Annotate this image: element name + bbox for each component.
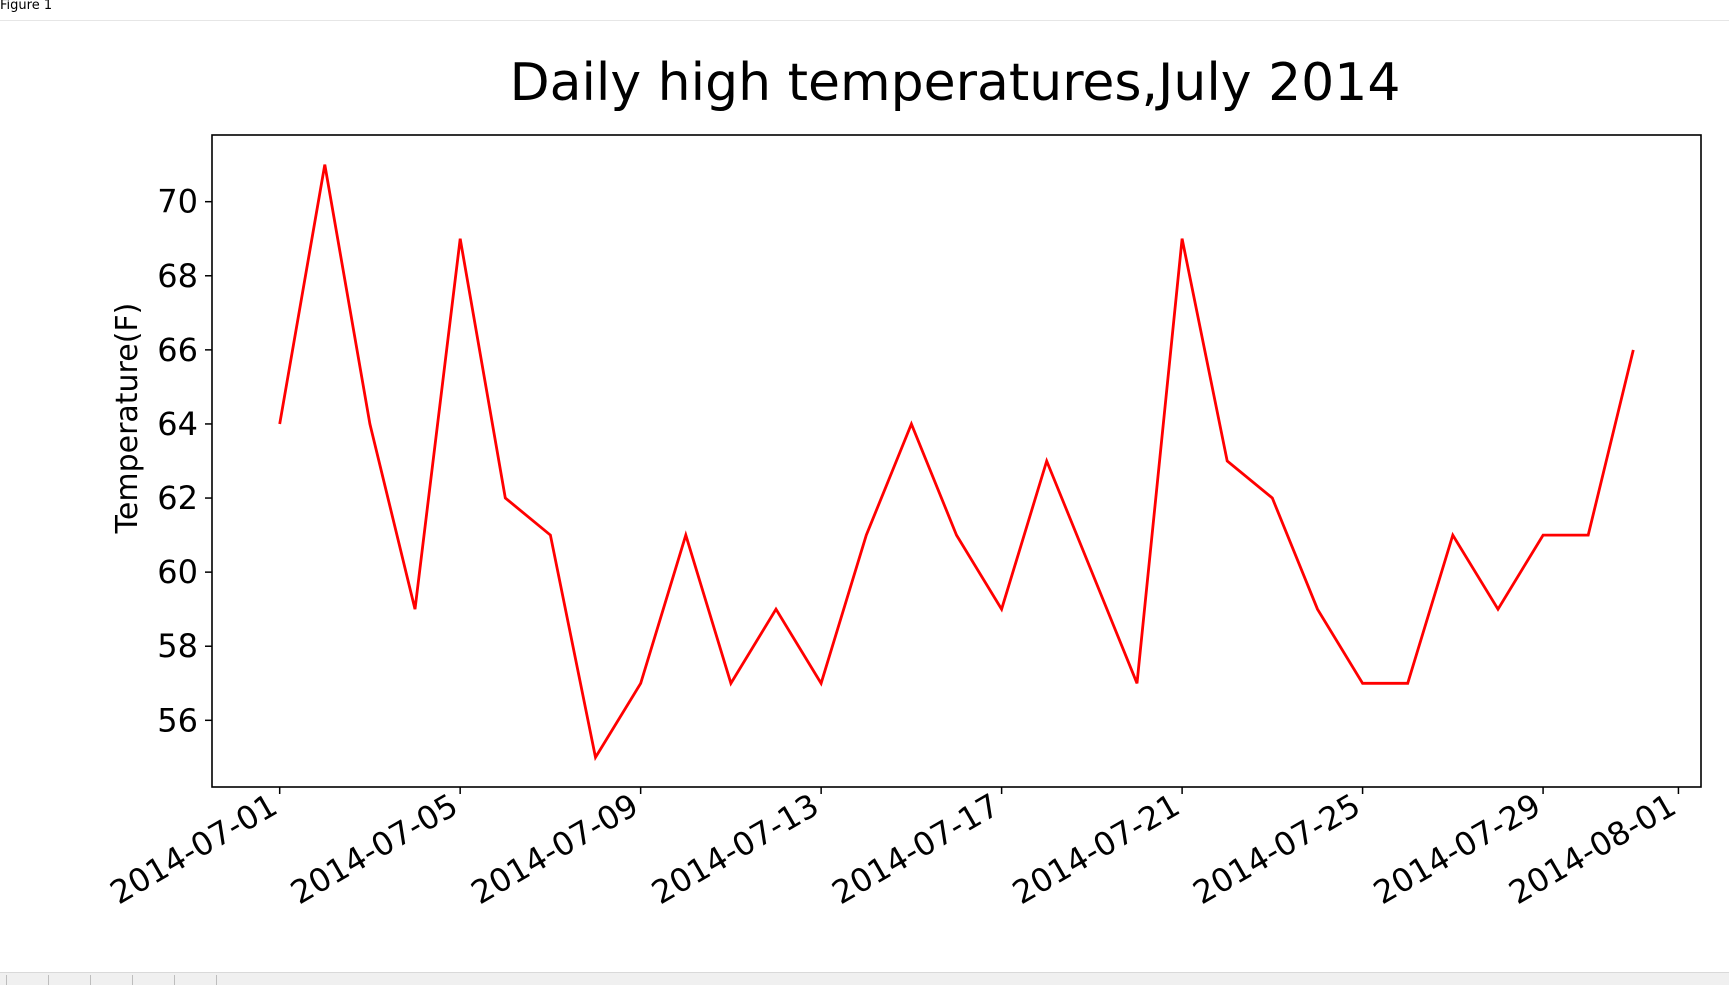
y-tick-label: 56 — [157, 701, 198, 739]
y-tick-label: 70 — [157, 183, 198, 221]
x-tick-label: 2014-07-25 — [1187, 786, 1367, 912]
y-tick-label: 64 — [157, 405, 198, 443]
figure-window-titlebar: Figure 1 — [0, 0, 1729, 21]
forward-button[interactable] — [90, 975, 125, 985]
zoom-button[interactable] — [174, 975, 209, 985]
y-tick-label: 62 — [157, 479, 198, 517]
series-line — [278, 164, 1635, 762]
y-tick-label: 58 — [157, 627, 198, 665]
plot-frame — [211, 134, 1702, 788]
figure-toolbar — [0, 972, 1729, 985]
x-tick-label: 2014-07-05 — [284, 786, 464, 912]
x-tick-label: 2014-07-01 — [104, 786, 284, 912]
y-tick-label: 60 — [157, 553, 198, 591]
x-tick-label: 2014-07-17 — [826, 786, 1006, 912]
x-tick-label: 2014-07-13 — [645, 786, 825, 912]
pan-button[interactable] — [132, 975, 167, 985]
y-axis-label: Temperature(F) — [110, 303, 145, 535]
y-tick-label: 66 — [157, 331, 198, 369]
chart-title: Daily high temperatures,July 2014 — [510, 53, 1401, 113]
home-button[interactable] — [6, 975, 41, 985]
x-tick-label: 2014-07-21 — [1006, 786, 1186, 912]
back-button[interactable] — [48, 975, 83, 985]
y-tick-label: 68 — [157, 257, 198, 295]
save-button[interactable] — [216, 975, 251, 985]
x-tick-label: 2014-07-09 — [465, 786, 645, 912]
line-chart: Daily high temperatures,July 2014 Temper… — [104, 53, 1702, 912]
window-title: Figure 1 — [0, 0, 53, 13]
